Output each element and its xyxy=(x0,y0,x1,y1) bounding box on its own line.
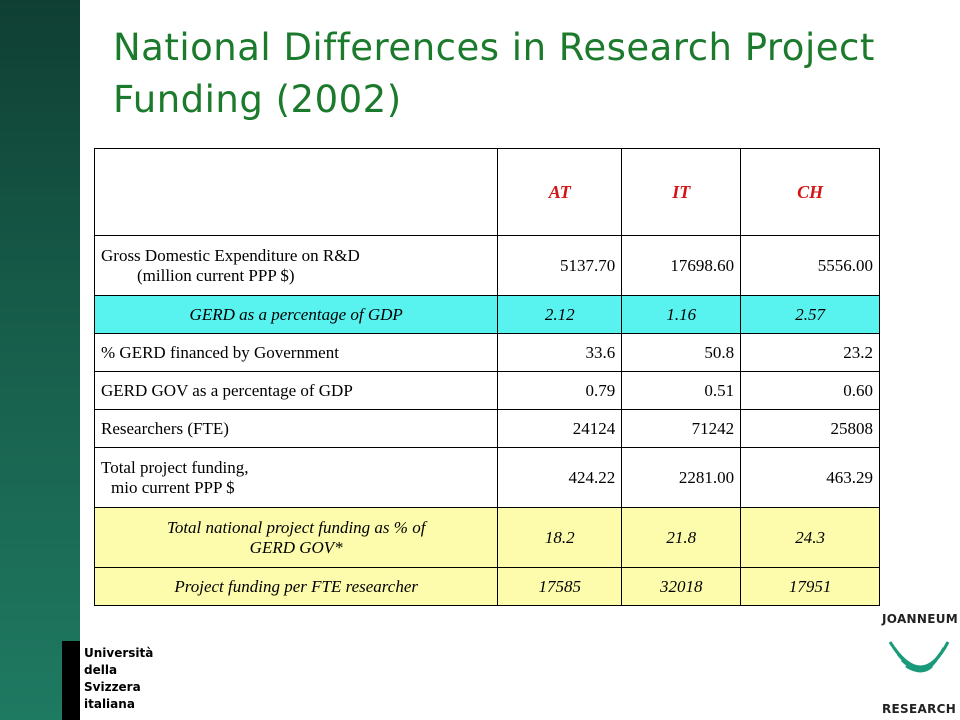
row-label-line2: (million current PPP $) xyxy=(137,265,295,285)
header-it: IT xyxy=(621,148,742,236)
header-at: AT xyxy=(497,148,623,236)
cell-at: 424.22 xyxy=(497,447,623,508)
row-label: Total national project funding as % of G… xyxy=(93,507,499,568)
usi-logo-line: Università xyxy=(84,646,154,660)
sidebar-band xyxy=(0,0,80,720)
joanneum-swirl-icon xyxy=(888,641,950,673)
cell-at: 18.2 xyxy=(497,507,623,568)
joanneum-logo-bottom: RESEARCH xyxy=(882,702,957,716)
joanneum-logo-top: JOANNEUM xyxy=(882,612,958,626)
table-row: Total project funding, mio current PPP $… xyxy=(93,447,880,508)
row-label-line1: Total national project funding as % of xyxy=(166,517,426,537)
cell-ch: 25808 xyxy=(740,409,880,448)
usi-logo-line: della xyxy=(84,663,118,677)
row-label: Total project funding, mio current PPP $ xyxy=(93,447,499,508)
usi-logo-line: italiana xyxy=(84,697,135,711)
cell-ch: 5556.00 xyxy=(740,235,880,296)
row-label-line2: GERD GOV* xyxy=(249,537,343,557)
row-label: Gross Domestic Expenditure on R&D (milli… xyxy=(93,235,499,296)
cell-it: 1.16 xyxy=(621,295,742,334)
usi-logo: Università della Svizzera italiana xyxy=(62,641,182,720)
table-row-highlight-cyan: GERD as a percentage of GDP 2.12 1.16 2.… xyxy=(93,295,880,334)
cell-at: 5137.70 xyxy=(497,235,623,296)
cell-ch: 17951 xyxy=(740,567,880,606)
cell-ch: 463.29 xyxy=(740,447,880,508)
row-label-line2: mio current PPP $ xyxy=(111,477,235,497)
cell-ch: 24.3 xyxy=(740,507,880,568)
usi-logo-line: Svizzera xyxy=(84,680,141,694)
table-row: GERD GOV as a percentage of GDP 0.79 0.5… xyxy=(93,371,880,410)
cell-it: 0.51 xyxy=(621,371,742,410)
row-label: % GERD financed by Government xyxy=(93,333,499,372)
table-header-row: AT IT CH xyxy=(93,148,880,236)
cell-ch: 0.60 xyxy=(740,371,880,410)
cell-at: 33.6 xyxy=(497,333,623,372)
cell-it: 50.8 xyxy=(621,333,742,372)
header-empty-cell xyxy=(93,148,499,236)
row-label: GERD as a percentage of GDP xyxy=(93,295,499,334)
row-label: Researchers (FTE) xyxy=(93,409,499,448)
header-ch: CH xyxy=(740,148,880,236)
funding-table: AT IT CH Gross Domestic Expenditure on R… xyxy=(93,148,880,606)
cell-at: 24124 xyxy=(497,409,623,448)
cell-it: 71242 xyxy=(621,409,742,448)
table-row-highlight-yellow: Project funding per FTE researcher 17585… xyxy=(93,567,880,606)
row-label: GERD GOV as a percentage of GDP xyxy=(93,371,499,410)
table-row-highlight-yellow: Total national project funding as % of G… xyxy=(93,507,880,568)
table-row: Gross Domestic Expenditure on R&D (milli… xyxy=(93,235,880,296)
row-label-line1: Gross Domestic Expenditure on R&D xyxy=(101,245,360,265)
cell-ch: 23.2 xyxy=(740,333,880,372)
row-label: Project funding per FTE researcher xyxy=(93,567,499,606)
cell-it: 17698.60 xyxy=(621,235,742,296)
cell-at: 0.79 xyxy=(497,371,623,410)
usi-logo-text: Università della Svizzera italiana xyxy=(84,645,153,713)
cell-at: 2.12 xyxy=(497,295,623,334)
cell-it: 2281.00 xyxy=(621,447,742,508)
cell-it: 21.8 xyxy=(621,507,742,568)
usi-logo-bar xyxy=(62,641,80,720)
table-row: % GERD financed by Government 33.6 50.8 … xyxy=(93,333,880,372)
joanneum-logo: JOANNEUM RESEARCH xyxy=(880,612,960,720)
table-row: Researchers (FTE) 24124 71242 25808 xyxy=(93,409,880,448)
cell-it: 32018 xyxy=(621,567,742,606)
cell-ch: 2.57 xyxy=(740,295,880,334)
cell-at: 17585 xyxy=(497,567,623,606)
row-label-line1: Total project funding, xyxy=(101,457,249,477)
slide-title: National Differences in Research Project… xyxy=(113,26,875,121)
